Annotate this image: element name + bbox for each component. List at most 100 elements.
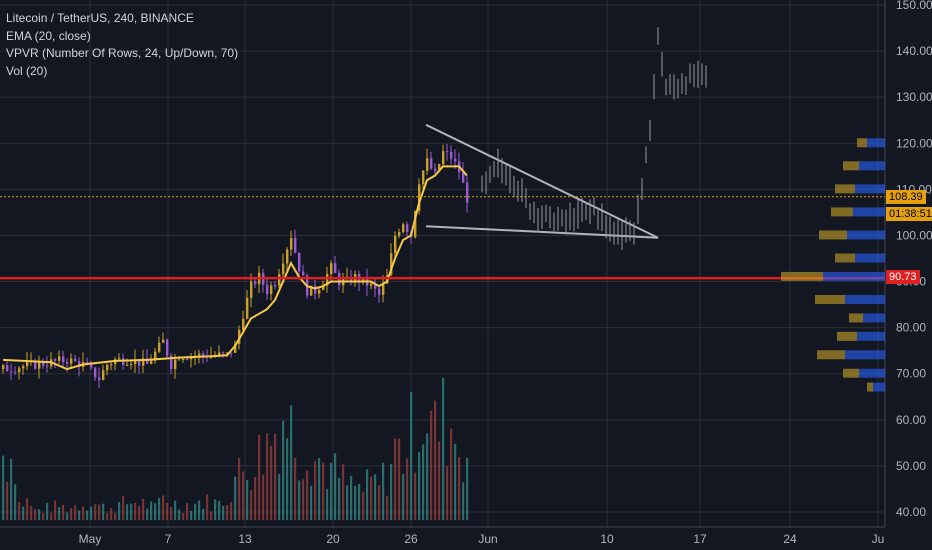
candle-body: [74, 358, 77, 362]
volume-bar: [78, 510, 81, 520]
candle-body: [318, 290, 321, 294]
volume-bars: [2, 377, 469, 520]
vpvr-row-up: [845, 294, 885, 304]
support-price-tag: 90.73: [886, 270, 920, 284]
candle-body: [146, 358, 149, 364]
volume-bar: [214, 499, 217, 520]
candle-body: [2, 365, 5, 370]
volume-bar: [278, 474, 281, 520]
support-price-value: 90.73: [889, 271, 917, 283]
vpvr-row-up: [859, 368, 885, 378]
volume-bar: [146, 508, 149, 520]
volume-bar: [142, 498, 145, 520]
vpvr-histogram: [781, 138, 885, 392]
volume-bar: [302, 479, 305, 520]
volume-bar: [26, 498, 29, 520]
volume-bar: [46, 502, 49, 520]
candle-body: [170, 355, 173, 370]
legend-ema[interactable]: EMA (20, close): [6, 28, 91, 43]
legend-vpvr[interactable]: VPVR (Number Of Rows, 24, Up/Down, 70): [6, 46, 239, 60]
volume-bar: [298, 480, 301, 520]
candle-body: [394, 235, 397, 254]
vpvr-row-down: [849, 313, 863, 323]
candle-body: [406, 224, 409, 232]
vpvr-row-down: [815, 294, 845, 304]
candle-body: [54, 359, 57, 361]
volume-bar: [366, 469, 369, 520]
y-axis: 40.0050.0060.0070.0080.0090.00100.00110.…: [0, 0, 932, 519]
legend-volume[interactable]: Vol (20): [6, 63, 48, 78]
volume-bar: [22, 506, 25, 520]
x-tick-label: May: [79, 532, 102, 546]
volume-bar: [234, 476, 237, 520]
volume-bar: [150, 501, 153, 520]
volume-bar: [2, 455, 5, 520]
candle-body: [26, 361, 29, 367]
volume-bar: [86, 510, 89, 520]
candle-body: [434, 168, 437, 172]
volume-bar: [342, 464, 345, 520]
volume-bar: [270, 445, 273, 520]
volume-bar: [378, 485, 381, 520]
candle-body: [302, 271, 305, 276]
volume-bar: [434, 400, 437, 520]
vpvr-row-up: [855, 253, 885, 263]
volume-bar: [190, 510, 193, 520]
candle-body: [122, 358, 125, 365]
triangle-lower-line: [425, 225, 659, 239]
volume-bar: [134, 502, 137, 520]
volume-bar: [362, 491, 365, 520]
candle-body: [102, 370, 105, 380]
volume-bar: [218, 500, 221, 520]
vpvr-row-down: [835, 253, 855, 263]
candle-body: [250, 281, 253, 298]
candle-body: [286, 249, 289, 264]
volume-bar: [394, 438, 397, 520]
candle-body: [138, 359, 141, 366]
candle-body: [374, 283, 377, 289]
volume-bar: [34, 508, 37, 520]
candle-body: [274, 285, 277, 287]
vpvr-row-up: [845, 350, 885, 360]
y-tick-label: 80.00: [896, 321, 926, 335]
candle-body: [266, 284, 269, 295]
candle-body: [58, 356, 61, 361]
volume-bar: [462, 482, 465, 520]
candle-body: [390, 253, 393, 276]
y-tick-label: 60.00: [896, 413, 926, 427]
candle-body: [378, 288, 381, 295]
candle-body: [42, 361, 45, 366]
volume-bar: [406, 458, 409, 520]
volume-bar: [118, 501, 121, 520]
volume-bar: [398, 438, 401, 520]
candle-body: [118, 358, 121, 360]
triangle-upper-line: [425, 123, 659, 239]
vpvr-row-down: [843, 368, 859, 378]
candle-body: [234, 343, 237, 353]
candle-body: [242, 318, 245, 330]
volume-bar: [70, 507, 73, 520]
candle-body: [382, 283, 385, 295]
vpvr-row-up: [859, 161, 885, 171]
legend-symbol-title[interactable]: Litecoin / TetherUS, 240, BINANCE: [6, 11, 194, 25]
volume-bar: [266, 433, 269, 520]
x-tick-label: 20: [326, 532, 340, 546]
candle-body: [462, 171, 465, 183]
candle-body: [90, 364, 93, 368]
candle-body: [230, 352, 233, 354]
candle-body: [14, 371, 17, 373]
candle-body: [94, 367, 97, 378]
candle-body: [350, 276, 353, 283]
volume-bar: [246, 479, 249, 520]
candle-body: [402, 224, 405, 233]
volume-bar: [438, 441, 441, 520]
candle-body: [430, 158, 433, 169]
volume-bar: [402, 474, 405, 520]
volume-bar: [386, 495, 389, 520]
volume-bar: [182, 513, 185, 520]
candle-body: [246, 297, 249, 319]
candle-body: [226, 352, 229, 354]
volume-bar: [410, 391, 413, 520]
volume-bar: [50, 512, 53, 520]
